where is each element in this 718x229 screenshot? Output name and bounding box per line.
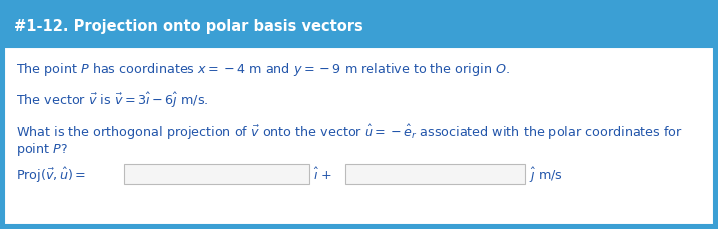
Text: The vector $\vec{v}$ is $\vec{v} = 3\hat{\imath} - 6\hat{\jmath}$ m/s.: The vector $\vec{v}$ is $\vec{v} = 3\hat… <box>16 90 208 109</box>
Bar <box>4 4 714 48</box>
Text: The point $\mathit{P}$ has coordinates $x = -4$ m and $y = -9$ m relative to the: The point $\mathit{P}$ has coordinates $… <box>16 61 510 78</box>
Bar <box>124 164 309 184</box>
Bar <box>345 164 525 184</box>
Text: point $\mathit{P}$?: point $\mathit{P}$? <box>16 141 68 158</box>
Text: Proj$(\vec{v}, \hat{u}) = $: Proj$(\vec{v}, \hat{u}) = $ <box>16 165 86 184</box>
Text: What is the orthogonal projection of $\vec{v}$ onto the vector $\hat{u} = -\hat{: What is the orthogonal projection of $\v… <box>16 122 683 141</box>
Bar <box>4 48 714 225</box>
Text: $\hat{\imath}$ +: $\hat{\imath}$ + <box>313 166 332 182</box>
Text: $\hat{\jmath}$ m/s: $\hat{\jmath}$ m/s <box>529 165 563 184</box>
Text: #1-12. Projection onto polar basis vectors: #1-12. Projection onto polar basis vecto… <box>14 18 363 33</box>
